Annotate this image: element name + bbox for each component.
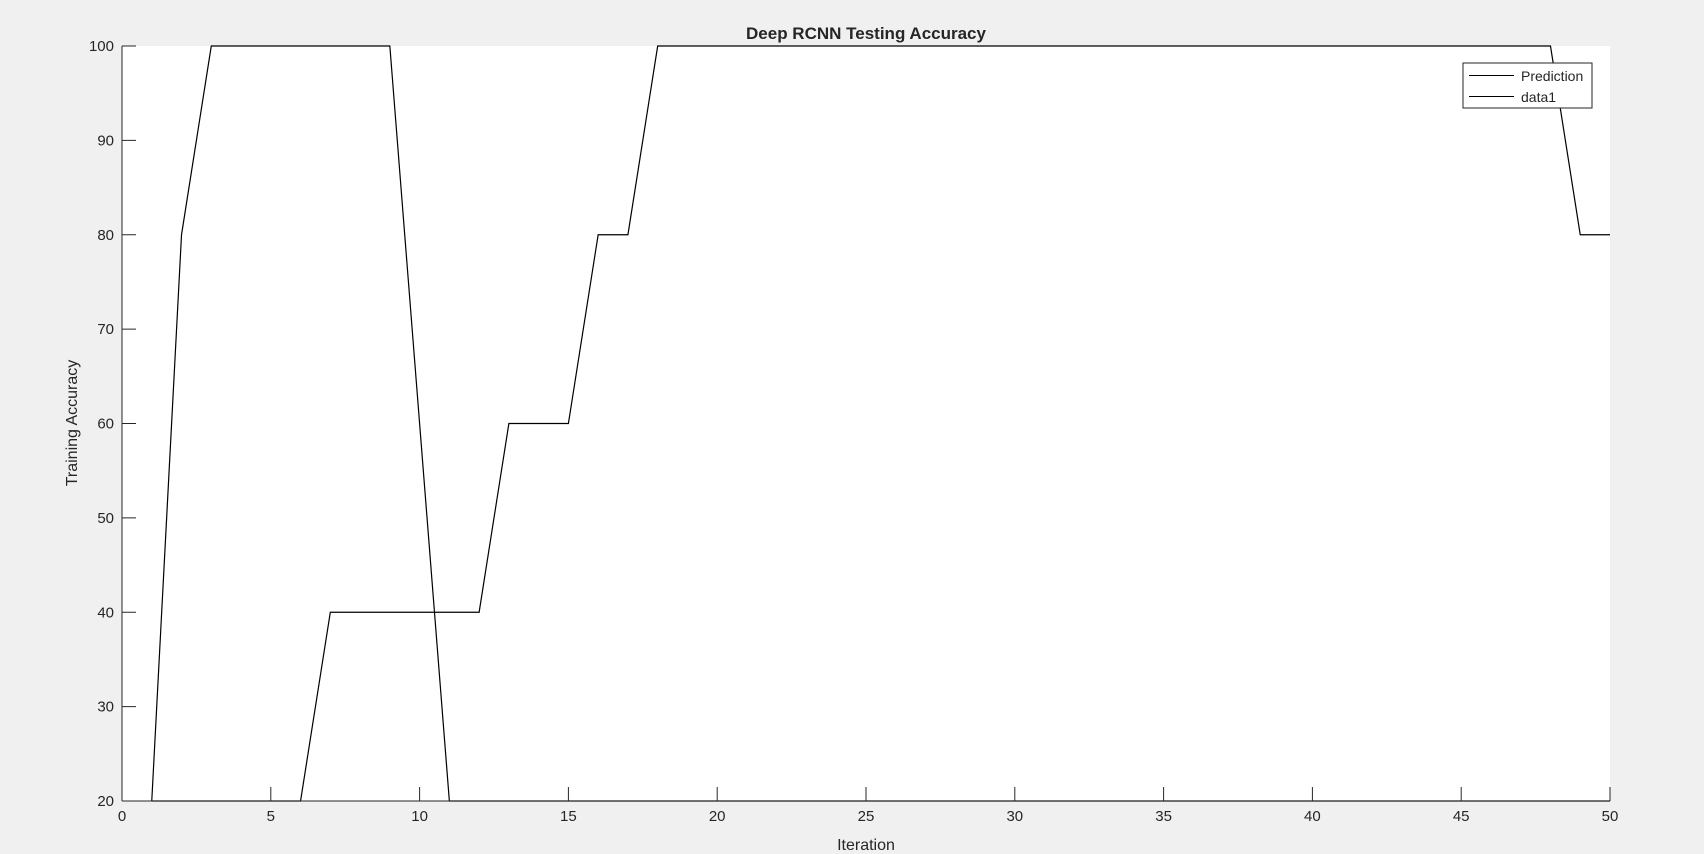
y-axis-label: Training Accuracy (64, 360, 81, 487)
x-tick-label: 10 (411, 808, 428, 825)
series-line-data1 (151, 45, 1610, 802)
y-tick-label: 40 (97, 604, 114, 621)
y-tick-label: 20 (97, 793, 114, 810)
legend-label-prediction: Prediction (1521, 68, 1583, 84)
x-axis-label: Iteration (837, 837, 895, 854)
x-tick-label: 15 (560, 808, 577, 825)
x-tick-label: 25 (858, 808, 875, 825)
legend-box (1462, 62, 1593, 109)
x-tick-label: 45 (1453, 808, 1470, 825)
x-tick-label: 0 (118, 808, 126, 825)
legend-label-data1: data1 (1521, 89, 1556, 105)
y-tick-label: 100 (89, 38, 114, 55)
x-tick-label: 35 (1155, 808, 1172, 825)
chart-title: Deep RCNN Testing Accuracy (746, 24, 986, 43)
y-tick-label: 60 (97, 416, 114, 433)
y-tick-label: 90 (97, 132, 114, 149)
legend: Prediction data1 (1462, 62, 1593, 109)
x-tick-label: 5 (267, 808, 275, 825)
x-tick-label: 20 (709, 808, 726, 825)
axes-background (122, 46, 1610, 801)
x-tick-label: 40 (1304, 808, 1321, 825)
y-tick-label: 80 (97, 227, 114, 244)
x-tick-label: 50 (1602, 808, 1619, 825)
y-tick-label: 30 (97, 699, 114, 716)
x-tick-label: 30 (1006, 808, 1023, 825)
y-tick-label: 70 (97, 321, 114, 338)
ticks-layer: 0 5 10 15 20 25 30 35 40 45 50 20 30 40 50 60 70 80 90 100 (89, 38, 1618, 825)
y-tick-label: 50 (97, 510, 114, 527)
